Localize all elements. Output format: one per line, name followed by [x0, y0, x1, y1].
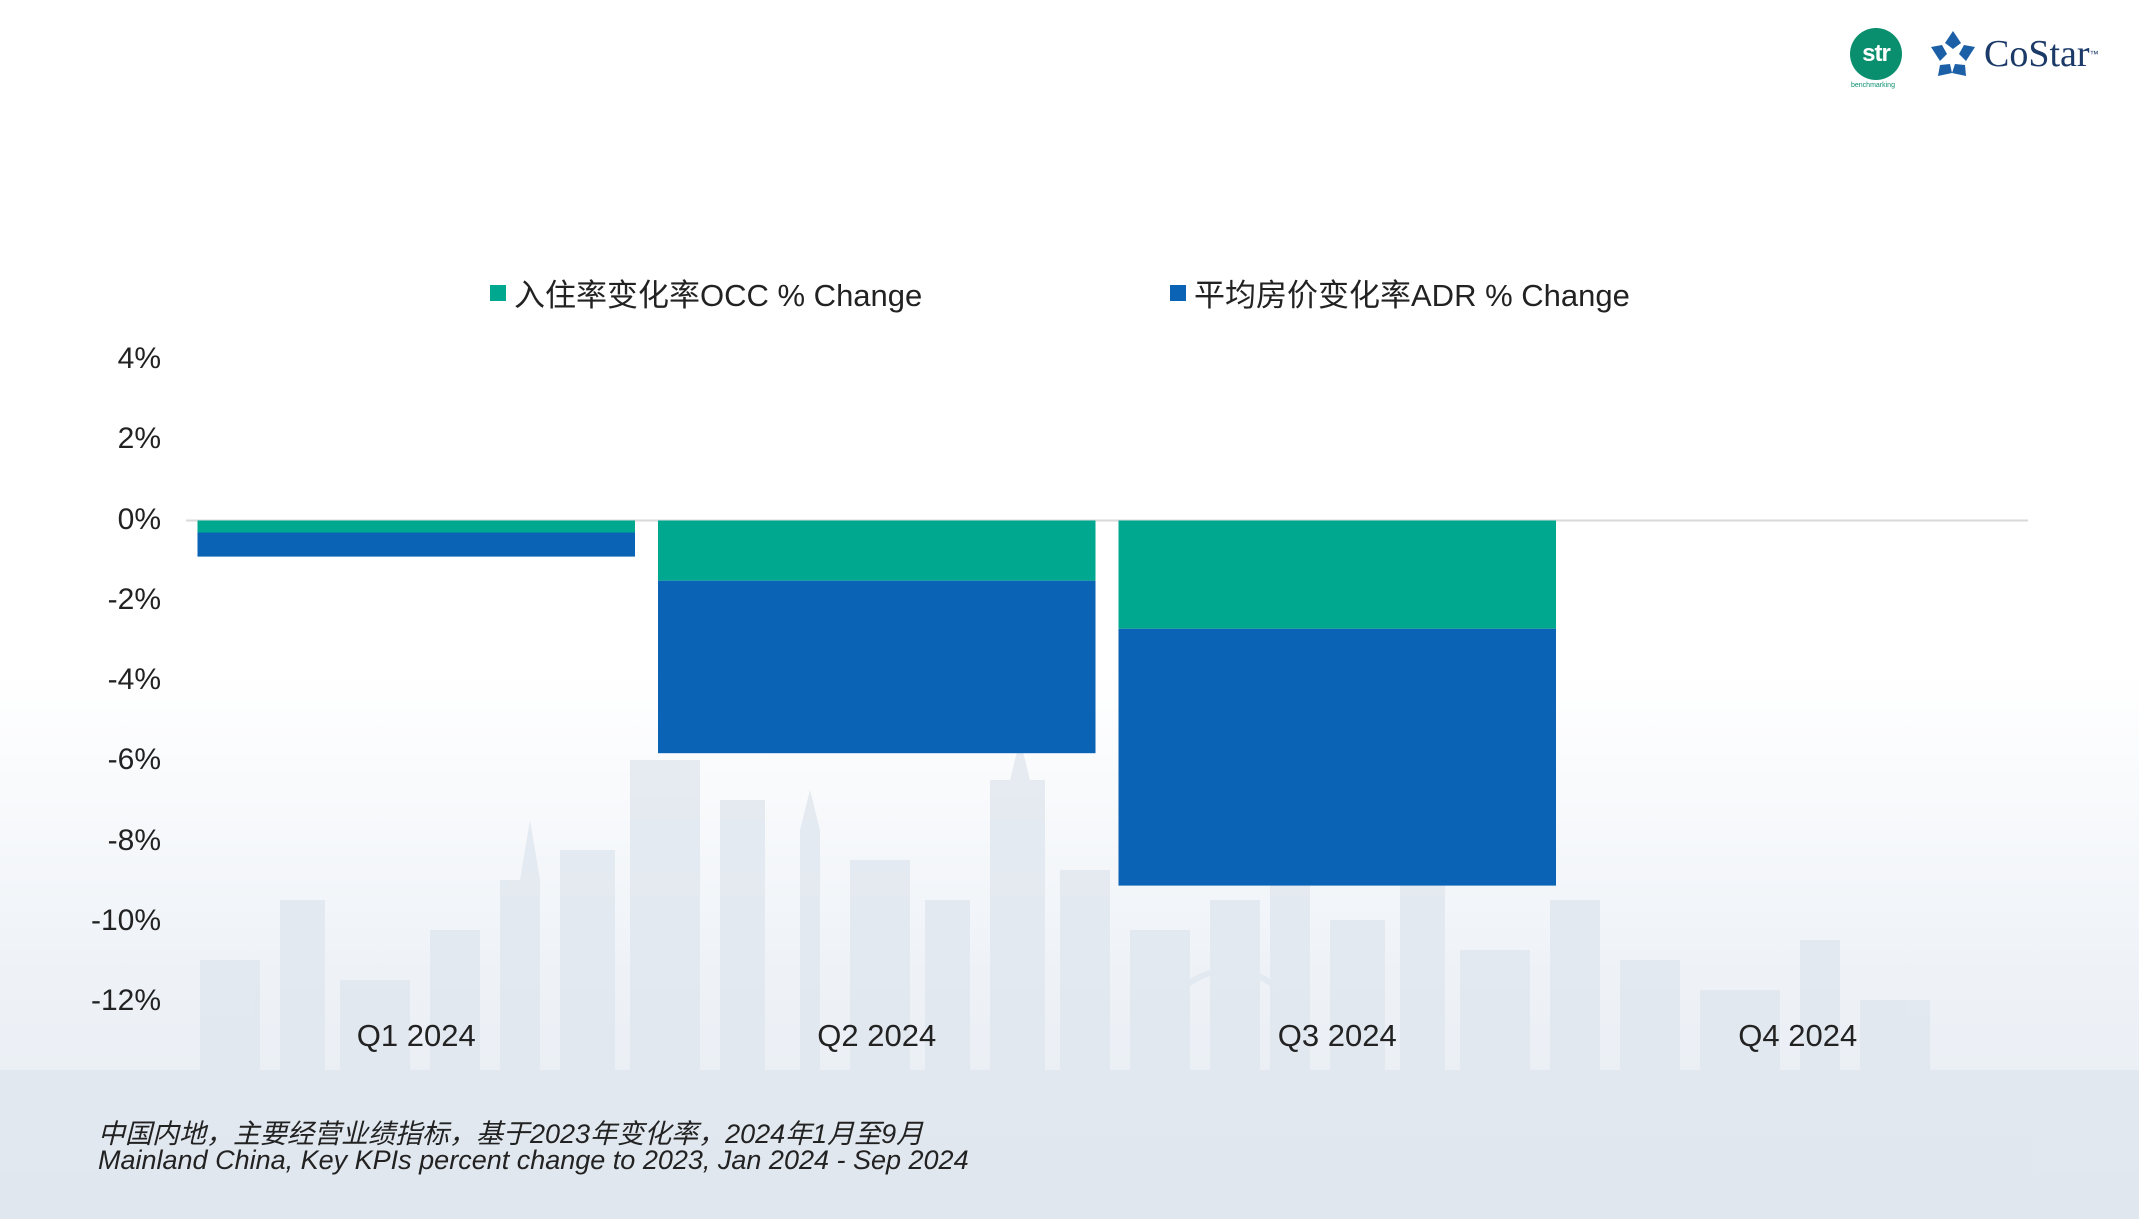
bar-adr-change — [197, 532, 635, 557]
legend-label-occ: 入住率变化率OCC % Change — [514, 278, 923, 313]
x-tick-label: Q2 2024 — [817, 1018, 937, 1053]
str-logo-mark: str — [1850, 28, 1902, 80]
y-tick-label: 4% — [117, 342, 161, 375]
costar-star-icon — [1931, 31, 1975, 76]
legend-swatch-adr — [1170, 284, 1186, 301]
x-tick-label: Q1 2024 — [356, 1018, 476, 1053]
y-tick-label: -4% — [107, 663, 161, 696]
bar-adr-change — [1118, 628, 1556, 886]
costar-logo: CoStar ™ — [1928, 28, 2099, 80]
legend-label-adr: 平均房价变化率ADR % Change — [1194, 278, 1630, 313]
legend-swatch-occ — [490, 284, 506, 301]
bar-occ-change — [1118, 520, 1556, 629]
str-logo: str benchmarking — [1850, 28, 1904, 94]
y-tick-label: -2% — [107, 582, 161, 616]
x-tick-label: Q3 2024 — [1277, 1018, 1397, 1053]
legend-item-adr: 平均房价变化率ADR % Change — [1170, 270, 1630, 315]
costar-wordmark: CoStar — [1984, 33, 2090, 75]
costar-trademark: ™ — [2089, 49, 2099, 59]
footnote-chinese: 中国内地，主要经营业绩指标，基于2023年变化率，2024年1月至9月 — [98, 1119, 924, 1149]
y-tick-label: -8% — [107, 823, 161, 857]
y-tick-label: -6% — [107, 743, 161, 777]
bar-occ-change — [197, 520, 635, 533]
x-tick-label: Q4 2024 — [1738, 1018, 1858, 1053]
bar-occ-change — [658, 520, 1096, 581]
y-tick-label: -10% — [90, 903, 161, 937]
y-tick-label: -12% — [90, 984, 161, 1017]
str-logo-subtitle: benchmarking — [1851, 82, 1895, 89]
legend-item-occ: 入住率变化率OCC % Change — [490, 270, 922, 315]
y-tick-label: 0% — [117, 502, 161, 536]
bar-adr-change — [658, 580, 1096, 754]
y-tick-label: 2% — [117, 422, 161, 456]
footnote-english: Mainland China, Key KPIs percent change … — [98, 1145, 969, 1175]
